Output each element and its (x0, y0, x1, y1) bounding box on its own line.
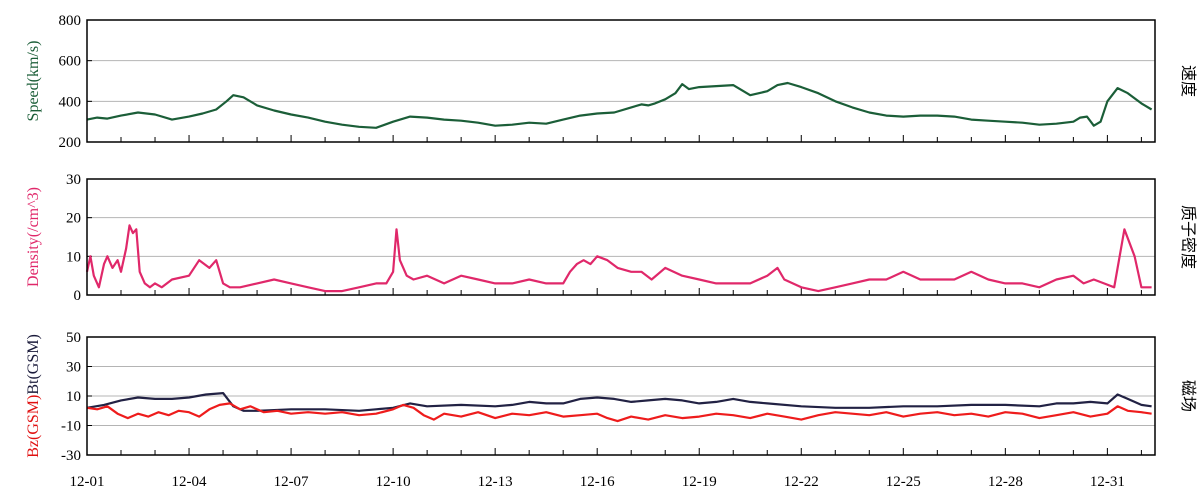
series-line-1 (85, 224, 1152, 293)
panel-2: 30 20 10 0 Density(/cm^3) 质子密度 (25, 172, 1197, 304)
x-tick-label: 12-28 (988, 474, 1023, 490)
x-tick-label: 12-31 (1090, 474, 1125, 490)
x-tick-label: 12-16 (580, 474, 615, 490)
panel-right-label: 速度 (1179, 65, 1197, 97)
y-axis-label-part: Bz(GSM) (25, 395, 42, 458)
x-tick-label: 12-19 (682, 474, 717, 490)
panel-right-label: 质子密度 (1179, 205, 1197, 269)
y-tick-label: 10 (66, 249, 81, 265)
x-tick-label: 12-10 (376, 474, 411, 490)
x-tick-label: 12-22 (784, 474, 819, 490)
x-tick-label: 12-01 (70, 474, 105, 490)
y-axis-label: Bz(GSM)Bt(GSM) (25, 334, 42, 458)
y-axis-label: Density(/cm^3) (25, 187, 42, 287)
y-tick-label: -10 (61, 419, 81, 435)
plot-frame (86, 19, 1156, 143)
y-tick-label: -30 (61, 448, 81, 464)
plot-frame (86, 336, 1156, 456)
series-line-1 (86, 392, 1152, 412)
y-tick-label: 50 (66, 330, 81, 346)
y-axis-label-part: Bt(GSM) (25, 334, 42, 394)
y-axis-label: Speed(km/s) (25, 41, 42, 122)
x-tick-label: 12-25 (886, 474, 921, 490)
y-tick-label: 800 (59, 13, 82, 29)
panel-right-label: 磁场 (1179, 380, 1197, 412)
panel-3: 50 30 10 -10 -30 Bz(GSM)Bt(GSM) 磁场 (25, 330, 1197, 464)
y-tick-label: 400 (59, 94, 82, 110)
plot-frame (86, 178, 1156, 296)
y-tick-label: 600 (59, 54, 82, 70)
y-tick-label: 10 (66, 389, 81, 405)
y-tick-label: 200 (59, 135, 82, 151)
panel-1: 800 600 400 200 Speed(km/s) 速度 (25, 13, 1197, 151)
y-tick-label: 30 (66, 172, 81, 188)
series-line-1 (86, 81, 1153, 129)
x-tick-label: 12-07 (274, 474, 309, 490)
x-tick-label: 12-04 (172, 474, 207, 490)
y-tick-label: 20 (66, 211, 81, 227)
y-tick-label: 30 (66, 360, 81, 376)
x-tick-label: 12-13 (478, 474, 513, 490)
y-tick-label: 0 (74, 288, 82, 304)
series-line-2 (86, 402, 1152, 423)
